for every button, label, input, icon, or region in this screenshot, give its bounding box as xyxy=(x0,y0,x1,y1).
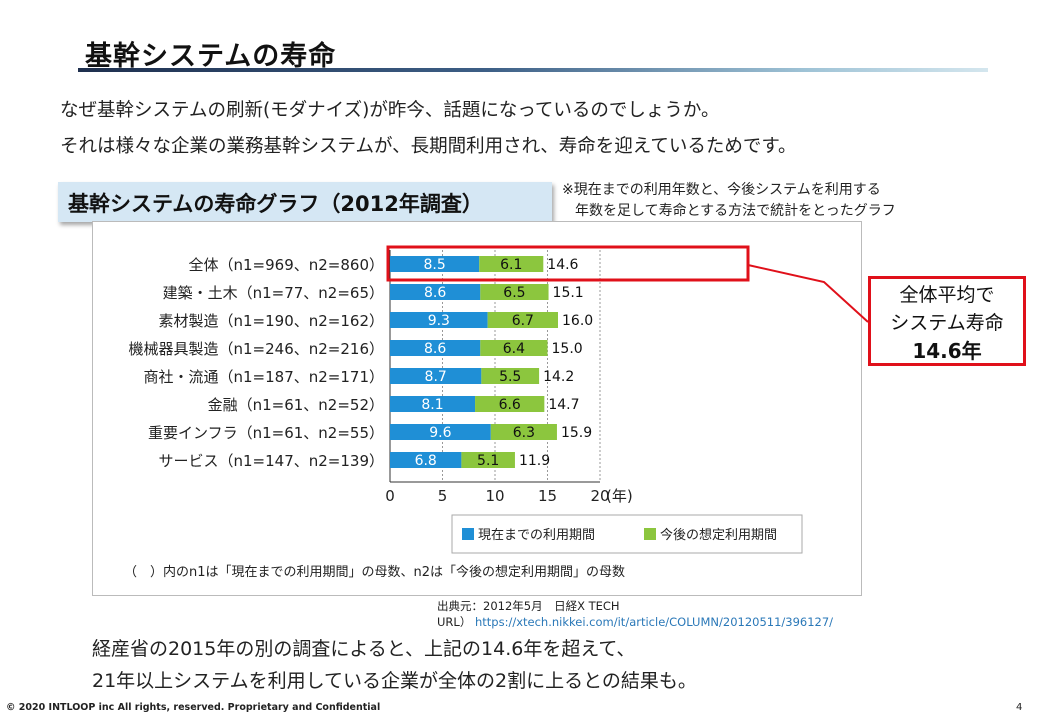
category-label: 全体（n1=969、n2=860） xyxy=(189,256,385,274)
page-number: 4 xyxy=(1016,702,1023,713)
title-underline xyxy=(78,68,988,72)
legend-swatch-future xyxy=(644,528,656,540)
callout-value: 14.6年 xyxy=(912,339,982,363)
bar-future xyxy=(490,424,557,440)
total-label: 15.1 xyxy=(553,285,584,301)
x-tick-label: 15 xyxy=(538,487,557,505)
x-tick-label: 5 xyxy=(438,487,448,505)
legend-swatch-current xyxy=(462,528,474,540)
value-label-current: 9.6 xyxy=(429,425,451,441)
value-label-future: 6.5 xyxy=(503,285,525,301)
conclusion-line-2: 21年以上システムを利用している企業が全体の2割に上るとの結果も。 xyxy=(92,670,697,692)
total-label: 15.9 xyxy=(561,425,592,441)
value-label-current: 8.6 xyxy=(424,341,446,357)
x-tick-label: 0 xyxy=(385,487,395,505)
category-label: 商社・流通（n1=187、n2=171） xyxy=(144,368,385,386)
intro-line-2: それは様々な企業の業務基幹システムが、長期間利用され、寿命を迎えているためです。 xyxy=(60,136,797,157)
value-label-current: 6.8 xyxy=(415,453,437,469)
category-label: 金融（n1=61、n2=52） xyxy=(208,396,384,414)
average-callout: 全体平均で システム寿命 14.6年 xyxy=(868,276,1026,366)
bar-current xyxy=(390,284,481,300)
bar-current xyxy=(390,312,488,328)
bar-future xyxy=(461,452,515,468)
value-label-future: 6.3 xyxy=(513,425,535,441)
legend-label-future: 今後の想定利用期間 xyxy=(660,527,777,543)
total-label: 14.2 xyxy=(543,369,574,385)
chart-title-text: 基幹システムの寿命グラフ（2012年調査） xyxy=(68,192,483,216)
chart-footnote: （ ）内のn1は「現在までの利用期間」の母数、n2は「今後の想定利用期間」の母数 xyxy=(124,564,625,580)
total-label: 16.0 xyxy=(562,313,593,329)
bar-current xyxy=(390,396,476,412)
total-label: 15.0 xyxy=(552,341,583,357)
x-tick-label: 20 xyxy=(590,487,609,505)
bar-future xyxy=(481,368,540,384)
category-label: サービス（n1=147、n2=139） xyxy=(159,452,385,470)
source-url-line: URL） https://xtech.nikkei.com/it/article… xyxy=(437,614,833,630)
bar-future xyxy=(475,396,545,412)
total-label: 14.7 xyxy=(548,397,579,413)
bar-future xyxy=(480,340,548,356)
value-label-future: 6.7 xyxy=(512,313,534,329)
category-label: 建築・土木（n1=77、n2=65） xyxy=(163,284,384,302)
bar-current xyxy=(390,452,462,468)
value-label-current: 8.7 xyxy=(425,369,447,385)
value-label-future: 5.1 xyxy=(477,453,499,469)
legend-box xyxy=(451,514,803,554)
bar-current xyxy=(390,424,491,440)
legend-label-current: 現在までの利用期間 xyxy=(478,528,595,543)
bar-future xyxy=(487,312,558,328)
source-line: 出典元：2012年5月 日経X TECH xyxy=(437,599,620,613)
intro-line-1: なぜ基幹システムの刷新(モダナイズ)が昨今、話題になっているのでしょうか。 xyxy=(60,100,720,121)
bar-current xyxy=(390,340,481,356)
value-label-current: 8.6 xyxy=(424,285,446,301)
bar-future xyxy=(479,256,544,272)
bar-current xyxy=(390,256,480,272)
value-label-current: 8.1 xyxy=(421,397,443,413)
value-label-future: 6.4 xyxy=(503,341,525,357)
source-url-link[interactable]: https://xtech.nikkei.com/it/article/COLU… xyxy=(474,615,834,629)
highlight-box xyxy=(386,245,750,282)
chart-title-badge: 基幹システムの寿命グラフ（2012年調査） xyxy=(58,182,552,222)
copyright-footer: © 2020 INTLOOP inc All rights, reserved.… xyxy=(6,702,381,713)
conclusion-line-1: 経産省の2015年の別の調査によると、上記の14.6年を超えて、 xyxy=(92,638,636,660)
bar-current xyxy=(390,368,482,384)
chart-note-line-2: 年数を足して寿命とする方法で統計をとったグラフ xyxy=(575,203,896,219)
category-label: 素材製造（n1=190、n2=162） xyxy=(159,312,385,330)
callout-connector xyxy=(747,264,869,323)
value-label-current: 9.3 xyxy=(428,313,450,329)
category-label: 重要インフラ（n1=61、n2=55） xyxy=(148,424,384,442)
callout-line-2: システム寿命 xyxy=(890,312,1004,334)
value-label-future: 6.1 xyxy=(500,257,522,273)
category-label: 機械器具製造（n1=246、n2=216） xyxy=(129,340,385,358)
chart-note-line-1: ※現在までの利用年数と、今後システムを利用する xyxy=(562,182,881,198)
callout-line-1: 全体平均で xyxy=(899,284,995,306)
source-url-prefix: URL） xyxy=(437,615,472,629)
total-label: 14.6 xyxy=(547,257,578,273)
x-tick-label: 10 xyxy=(485,487,504,505)
total-label: 11.9 xyxy=(519,453,550,469)
value-label-future: 6.6 xyxy=(499,397,521,413)
value-label-future: 5.5 xyxy=(499,369,521,385)
bar-future xyxy=(480,284,549,300)
page-title: 基幹システムの寿命 xyxy=(85,41,337,72)
x-axis-unit: (年) xyxy=(606,487,633,505)
value-label-current: 8.5 xyxy=(423,257,445,273)
